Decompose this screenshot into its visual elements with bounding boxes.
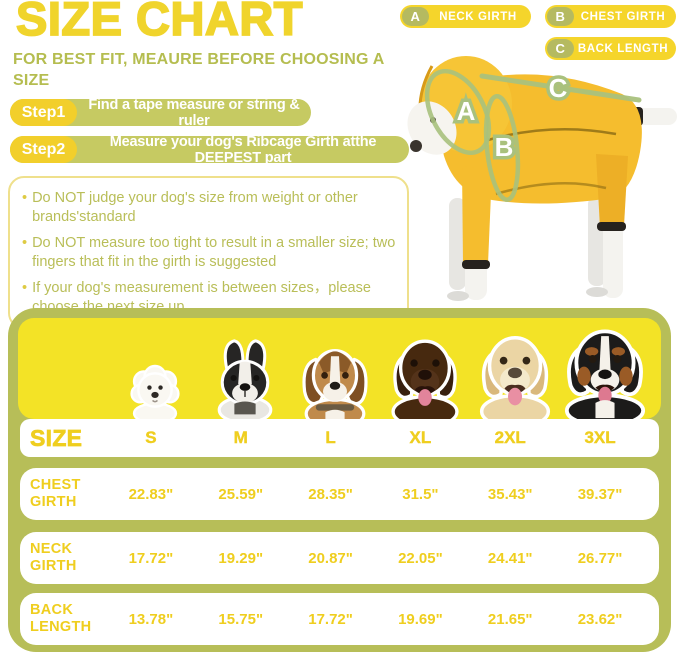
back-length-line bbox=[479, 73, 642, 103]
tips-box: • Do NOT judge your dog's size from weig… bbox=[8, 176, 409, 330]
step2-text: Measure your dog's Ribcage Girth atthe D… bbox=[109, 133, 377, 166]
row-label: NECK GIRTH bbox=[30, 541, 77, 574]
chest-m: 25.59" bbox=[218, 485, 264, 503]
bullet-icon: • bbox=[22, 235, 28, 252]
back-3xl: 23.62" bbox=[577, 610, 623, 628]
legend-label-back: BACK LENGTH bbox=[577, 42, 669, 55]
step1-pill: Step1 Find a tape measure or string & ru… bbox=[10, 96, 311, 129]
size-table-box: SIZE S M L XL 2XL 3XL CHEST GIRTH 22.83"… bbox=[8, 308, 671, 652]
annotation-letter-c: C bbox=[549, 73, 568, 103]
dog-breeds-strip bbox=[18, 318, 661, 422]
legend-label-chest: CHEST GIRTH bbox=[580, 10, 666, 23]
dog-raincoat-illustration: C A B bbox=[407, 56, 677, 301]
legend-back-length: C BACK LENGTH bbox=[545, 37, 676, 60]
back-xl: 19.69" bbox=[398, 610, 443, 628]
table-row-chest-girth: CHEST GIRTH 22.83" 25.59" 28.35" 31.5" 3… bbox=[20, 468, 659, 520]
size-col-2xl: 2XL bbox=[494, 428, 526, 447]
chest-3xl: 39.37" bbox=[577, 485, 623, 503]
back-l: 17.72" bbox=[308, 610, 353, 628]
neck-3xl: 26.77" bbox=[577, 549, 623, 567]
chest-s: 22.83" bbox=[128, 485, 174, 503]
chest-2xl: 35.43" bbox=[487, 485, 533, 503]
back-2xl: 21.65" bbox=[487, 610, 533, 628]
row-label: CHEST GIRTH bbox=[30, 477, 81, 510]
size-header-label: SIZE bbox=[30, 424, 83, 451]
step1-badge: Step1 bbox=[10, 99, 77, 126]
annotation-letter-b: B bbox=[495, 132, 514, 162]
neck-s: 17.72" bbox=[128, 549, 174, 567]
dog-illustration-chocolate-labrador bbox=[383, 326, 467, 422]
size-col-xl: XL bbox=[409, 428, 432, 447]
neck-2xl: 24.41" bbox=[487, 549, 533, 567]
legend-neck-girth: A NECK GIRTH bbox=[400, 5, 531, 28]
bullet-icon: • bbox=[22, 190, 28, 206]
dog-illustration-bichon bbox=[124, 358, 186, 422]
legend-chest-girth: B CHEST GIRTH bbox=[545, 5, 676, 28]
size-col-l: L bbox=[325, 428, 336, 447]
chest-xl: 31.5" bbox=[402, 485, 439, 503]
tip-item: • Do NOT measure too tight to result in … bbox=[22, 234, 397, 271]
bullet-icon: • bbox=[22, 280, 28, 297]
tip-text: Do NOT measure too tight to result in a … bbox=[32, 235, 396, 270]
table-row-back-length: BACK LENGTH 13.78" 15.75" 17.72" 19.69" … bbox=[20, 593, 659, 645]
annotation-letter-a: A bbox=[457, 96, 476, 126]
back-s: 13.78" bbox=[128, 610, 174, 628]
dog-illustration-bernese bbox=[556, 319, 654, 422]
back-m: 15.75" bbox=[218, 610, 264, 628]
dog-illustration-beagle bbox=[295, 332, 375, 422]
size-col-m: M bbox=[233, 428, 248, 447]
raincoat-measurement-diagram: C A B bbox=[392, 48, 679, 308]
neck-l: 20.87" bbox=[308, 549, 353, 567]
row-label: BACK LENGTH bbox=[30, 602, 92, 635]
neck-m: 19.29" bbox=[218, 549, 264, 567]
legend-key-c: C bbox=[547, 39, 574, 58]
table-header-row: SIZE S M L XL 2XL 3XL bbox=[20, 419, 659, 457]
neck-xl: 22.05" bbox=[398, 549, 443, 567]
subtitle: FOR BEST FIT, MEAURE BEFORE CHOOSING A S… bbox=[13, 51, 384, 89]
step1-text: Find a tape measure or string & ruler bbox=[88, 96, 300, 129]
tip-item: • Do NOT judge your dog's size from weig… bbox=[22, 189, 397, 226]
chest-girth-ellipse bbox=[483, 94, 521, 202]
tip-text: Do NOT judge your dog's size from weight… bbox=[32, 190, 358, 225]
step2-pill: Step2 Measure your dog's Ribcage Girth a… bbox=[10, 133, 409, 166]
page-title: SIZE CHART bbox=[15, 0, 303, 45]
legend-key-a: A bbox=[402, 7, 429, 26]
dog-illustration-yellow-labrador bbox=[471, 322, 559, 422]
step2-badge: Step2 bbox=[10, 136, 77, 163]
size-col-3xl: 3XL bbox=[584, 428, 616, 447]
dog-illustration-french-bulldog bbox=[207, 337, 283, 422]
size-col-s: S bbox=[145, 428, 157, 447]
neck-girth-ellipse bbox=[424, 69, 492, 155]
table-row-neck-girth: NECK GIRTH 17.72" 19.29" 20.87" 22.05" 2… bbox=[20, 532, 659, 584]
chest-l: 28.35" bbox=[308, 485, 353, 503]
legend-label-neck: NECK GIRTH bbox=[439, 10, 517, 23]
legend-key-b: B bbox=[547, 7, 574, 26]
